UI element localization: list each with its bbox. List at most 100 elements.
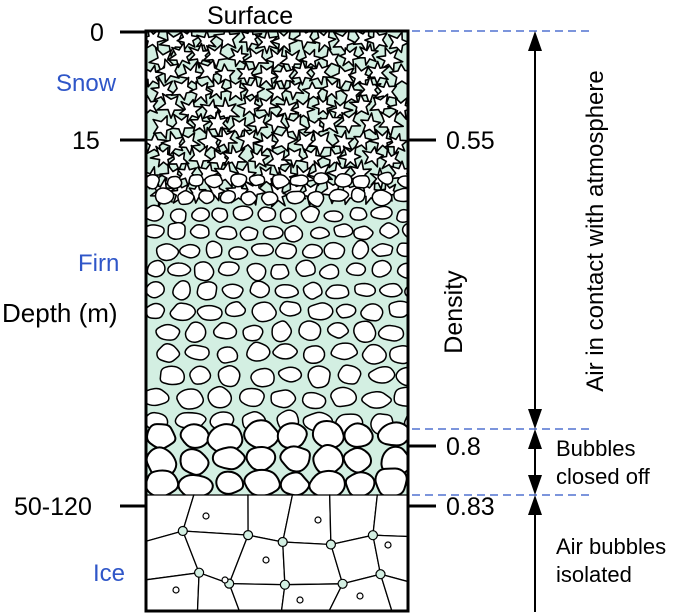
air-bubble bbox=[172, 586, 180, 594]
firn-grain bbox=[309, 226, 331, 240]
firn-grain bbox=[298, 320, 322, 341]
air-bubble bbox=[221, 576, 229, 584]
firn-grain bbox=[196, 304, 223, 321]
snow-crystal bbox=[247, 147, 270, 169]
air-bubble bbox=[194, 567, 205, 578]
air-bubble bbox=[375, 569, 386, 580]
density-axis-label: Density bbox=[440, 270, 468, 354]
firn-grain bbox=[193, 261, 215, 282]
firn-grain bbox=[166, 175, 183, 190]
zone-label-ice: Ice bbox=[93, 560, 126, 587]
bubbles-isolated-label-line2: isolated bbox=[556, 562, 632, 587]
firn-grain bbox=[207, 385, 233, 409]
zone-label-firn: Firn bbox=[78, 250, 120, 277]
bubbles-closed-arrow-head-up bbox=[528, 429, 542, 449]
snow-crystal bbox=[264, 111, 289, 135]
firn-grain bbox=[377, 171, 394, 186]
firn-grain bbox=[284, 225, 304, 243]
firn-grain bbox=[179, 243, 201, 259]
firn-grain bbox=[215, 225, 238, 241]
snow-crystal bbox=[348, 93, 373, 117]
firn-grain bbox=[295, 259, 316, 278]
firn-grain bbox=[371, 189, 393, 207]
firn-grain bbox=[330, 386, 358, 408]
firn-grain bbox=[188, 174, 204, 187]
air-bubble bbox=[277, 536, 288, 548]
snow-crystal bbox=[384, 133, 408, 156]
firn-grain bbox=[184, 321, 207, 344]
firn-grain bbox=[179, 423, 210, 449]
firn-grain bbox=[377, 324, 405, 342]
firn-grain bbox=[271, 320, 293, 343]
firn-grain bbox=[176, 388, 205, 410]
firn-grain bbox=[325, 284, 350, 300]
firn-grain bbox=[146, 204, 165, 222]
firn-grain bbox=[396, 262, 408, 279]
air-bubble bbox=[177, 525, 188, 537]
firn-grain bbox=[146, 302, 166, 320]
firn-grain bbox=[270, 263, 290, 280]
firn-grain bbox=[248, 174, 266, 187]
ice-crystal bbox=[372, 494, 408, 538]
depth-tick-label-50-120: 50-120 bbox=[14, 493, 92, 521]
firn-grain bbox=[345, 262, 367, 277]
firn-grain bbox=[277, 366, 303, 383]
grain-layer bbox=[146, 31, 445, 611]
firn-grain bbox=[212, 321, 238, 340]
firn-grain bbox=[146, 224, 165, 239]
firn-grain bbox=[393, 187, 408, 203]
firn-grain bbox=[318, 263, 340, 280]
firn-grain bbox=[260, 191, 279, 206]
depth-axis-label: Depth (m) bbox=[2, 298, 118, 328]
firn-grain bbox=[262, 225, 284, 240]
firn-grain bbox=[167, 221, 186, 241]
snow-crystal bbox=[282, 113, 309, 141]
snow-crystal bbox=[156, 92, 186, 119]
firn-grain bbox=[300, 205, 320, 224]
snow-crystal bbox=[167, 41, 194, 69]
snow-crystal bbox=[340, 82, 363, 105]
air-bubble bbox=[337, 578, 348, 589]
firn-grain bbox=[379, 282, 403, 298]
firn-grain bbox=[335, 303, 357, 319]
firn-grain bbox=[326, 322, 350, 339]
snow-crystal bbox=[280, 147, 307, 169]
firn-grain bbox=[323, 241, 346, 260]
snow-crystal bbox=[214, 63, 236, 84]
firn-grain bbox=[412, 470, 445, 496]
snow-crystal bbox=[387, 31, 408, 54]
firn-grain bbox=[374, 467, 408, 498]
air-bubble bbox=[262, 556, 270, 564]
firn-grain bbox=[191, 207, 211, 222]
firn-grain bbox=[371, 243, 394, 257]
firn-grain bbox=[232, 205, 254, 221]
firn-grain bbox=[146, 423, 177, 450]
firn-grain bbox=[307, 365, 331, 389]
firn-grain bbox=[196, 281, 218, 301]
firn-grain bbox=[146, 469, 180, 498]
snow-crystal bbox=[226, 117, 253, 140]
snow-crystal bbox=[356, 43, 379, 66]
firn-grain bbox=[276, 422, 308, 450]
surface-title: Surface bbox=[207, 2, 294, 30]
firn-grain bbox=[179, 448, 210, 476]
air-contact-arrow-head-up bbox=[528, 31, 542, 51]
firn-grain bbox=[330, 342, 359, 361]
firn-grain bbox=[155, 243, 180, 262]
firn-grain bbox=[334, 172, 353, 188]
firn-grain bbox=[198, 190, 215, 205]
firn-grain bbox=[238, 387, 265, 408]
snow-crystal bbox=[195, 31, 218, 54]
firn-grain bbox=[224, 301, 247, 318]
snow-crystal bbox=[338, 46, 361, 68]
firn-grain bbox=[228, 246, 249, 260]
firn-grain bbox=[184, 344, 210, 361]
firn-grain bbox=[155, 323, 181, 341]
firn-grain bbox=[219, 189, 237, 204]
ice-crystal bbox=[181, 494, 249, 536]
firn-grain bbox=[360, 303, 384, 322]
firn-grain bbox=[289, 174, 309, 187]
air-bubble bbox=[384, 541, 392, 549]
snow-crystal bbox=[152, 115, 175, 140]
